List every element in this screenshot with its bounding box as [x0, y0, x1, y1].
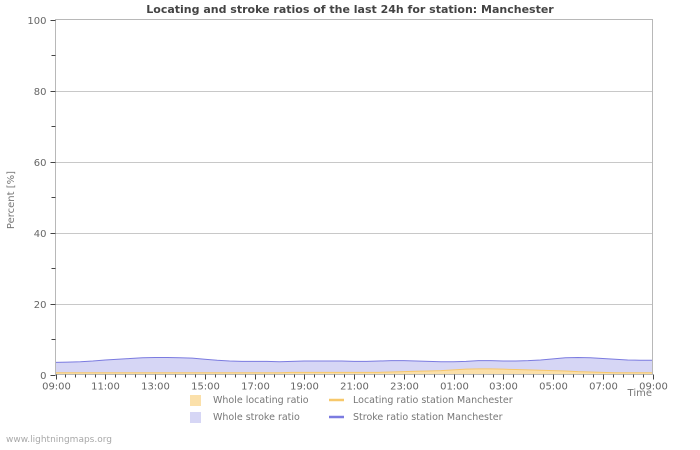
x-axis-label: Time: [627, 388, 652, 399]
chart-legend: Whole locating ratio Locating ratio stati…: [190, 395, 513, 423]
x-tick-label-7: 23:00: [390, 382, 419, 393]
y-tick-label-20: 20: [34, 300, 47, 311]
legend-swatch-2: [190, 412, 201, 423]
line-series-station_locating: [55, 368, 653, 374]
grid-lines: [55, 91, 653, 305]
x-tick-label-5: 19:00: [290, 382, 319, 393]
x-tick-label-8: 01:00: [440, 382, 469, 393]
y-tick-label-60: 60: [34, 158, 47, 169]
legend-label-0: Whole locating ratio: [213, 395, 309, 406]
plot-frame: [55, 19, 653, 375]
legend-swatch-0: [190, 395, 201, 406]
y-axis-label: Percent [%]: [6, 171, 17, 229]
y-tick-label-0: 0: [40, 371, 46, 382]
chart-title: Locating and stroke ratios of the last 2…: [146, 3, 554, 16]
legend-label-3: Stroke ratio station Manchester: [353, 412, 503, 423]
y-tick-label-40: 40: [34, 229, 47, 240]
x-tick-label-4: 17:00: [241, 382, 270, 393]
x-tick-label-1: 11:00: [91, 382, 120, 393]
x-tick-label-6: 21:00: [340, 382, 369, 393]
line-series-station_stroke: [55, 356, 653, 363]
x-tick-label-2: 13:00: [141, 382, 170, 393]
x-tick-label-11: 07:00: [589, 382, 618, 393]
x-tick-label-10: 05:00: [539, 382, 568, 393]
y-tick-label-80: 80: [34, 87, 47, 98]
x-tick-label-3: 15:00: [191, 382, 220, 393]
x-tick-label-0: 09:00: [42, 382, 71, 393]
legend-label-2: Whole stroke ratio: [213, 412, 300, 423]
watermark-label: www.lightningmaps.org: [6, 435, 112, 445]
y-axis-ticks: 0 20 40 60 80 100: [27, 16, 56, 382]
legend-label-1: Locating ratio station Manchester: [353, 395, 513, 406]
x-tick-label-12: 09:00: [639, 382, 668, 393]
x-axis-ticks: 09:00 11:00 13:00 15:00 17:00 19:00 21:00 23:00…: [42, 374, 668, 393]
y-tick-label-100: 100: [27, 16, 46, 27]
x-tick-label-9: 03:00: [489, 382, 518, 393]
line-series-layer: [55, 356, 653, 374]
